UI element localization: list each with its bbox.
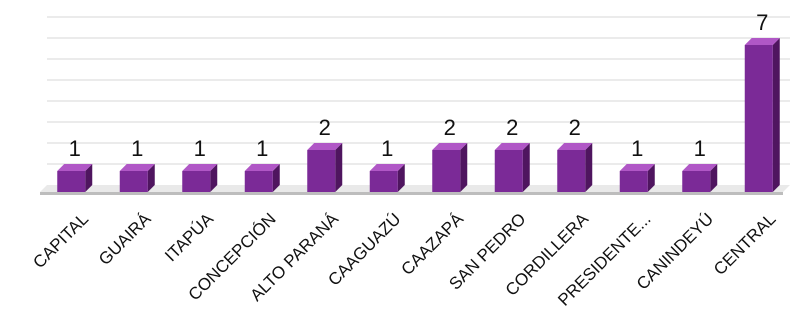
data-label: 2 xyxy=(444,115,456,140)
bar-side xyxy=(210,164,218,192)
bar-front xyxy=(369,171,398,192)
bar-side xyxy=(85,164,93,192)
bar xyxy=(307,143,343,192)
bar xyxy=(369,164,405,192)
bar-side xyxy=(460,143,468,192)
bar-side xyxy=(585,143,593,192)
bar xyxy=(244,164,280,192)
bar-top xyxy=(307,143,343,150)
data-label: 2 xyxy=(569,115,581,140)
bar-top xyxy=(119,164,155,171)
bar xyxy=(494,143,530,192)
floor-top xyxy=(40,185,790,192)
gridlines xyxy=(47,16,790,165)
data-labels: 1 1 1 1 2 1 2 2 2 1 1 7 xyxy=(69,10,769,161)
bar-side xyxy=(710,164,718,192)
data-label: 1 xyxy=(131,136,143,161)
bar xyxy=(432,143,468,192)
bar-side xyxy=(147,164,155,192)
bar-front xyxy=(557,150,586,192)
bar-side xyxy=(647,164,655,192)
bar-front xyxy=(307,150,336,192)
bar-front xyxy=(619,171,648,192)
bar-top xyxy=(244,164,280,171)
bar-front xyxy=(182,171,211,192)
bar-side xyxy=(522,143,530,192)
data-label: 2 xyxy=(319,115,331,140)
bar-side xyxy=(397,164,405,192)
bar xyxy=(119,164,155,192)
bar-top xyxy=(494,143,530,150)
data-label: 2 xyxy=(506,115,518,140)
bar xyxy=(682,164,718,192)
data-label: 1 xyxy=(256,136,268,161)
data-label: 1 xyxy=(194,136,206,161)
data-label: 1 xyxy=(69,136,81,161)
category-label: CENTRAL xyxy=(710,209,780,279)
bar-front xyxy=(682,171,711,192)
bar xyxy=(182,164,218,192)
bar xyxy=(57,164,93,192)
bar xyxy=(557,143,593,192)
data-label: 1 xyxy=(694,136,706,161)
chart-floor xyxy=(40,185,790,195)
bar-front xyxy=(244,171,273,192)
bar-top xyxy=(557,143,593,150)
bar-top xyxy=(57,164,93,171)
category-label: GUAIRÁ xyxy=(95,209,155,269)
category-label: CAPITAL xyxy=(29,209,92,272)
floor-edge xyxy=(40,192,783,195)
bar-front xyxy=(57,171,86,192)
bar-side xyxy=(272,164,280,192)
data-label: 1 xyxy=(381,136,393,161)
category-label: ITAPÚA xyxy=(161,209,217,265)
bar-front xyxy=(432,150,461,192)
bar xyxy=(744,38,780,192)
bar-side xyxy=(772,38,780,192)
bar-front xyxy=(119,171,148,192)
bar-top xyxy=(369,164,405,171)
bar-top xyxy=(744,38,780,45)
bar-top xyxy=(682,164,718,171)
data-label: 7 xyxy=(756,10,768,35)
bar-front xyxy=(744,45,773,192)
data-label: 1 xyxy=(631,136,643,161)
bar-top xyxy=(619,164,655,171)
bar xyxy=(619,164,655,192)
bar-top xyxy=(432,143,468,150)
bar-side xyxy=(335,143,343,192)
bar-front xyxy=(494,150,523,192)
bar-top xyxy=(182,164,218,171)
bars xyxy=(57,38,780,192)
